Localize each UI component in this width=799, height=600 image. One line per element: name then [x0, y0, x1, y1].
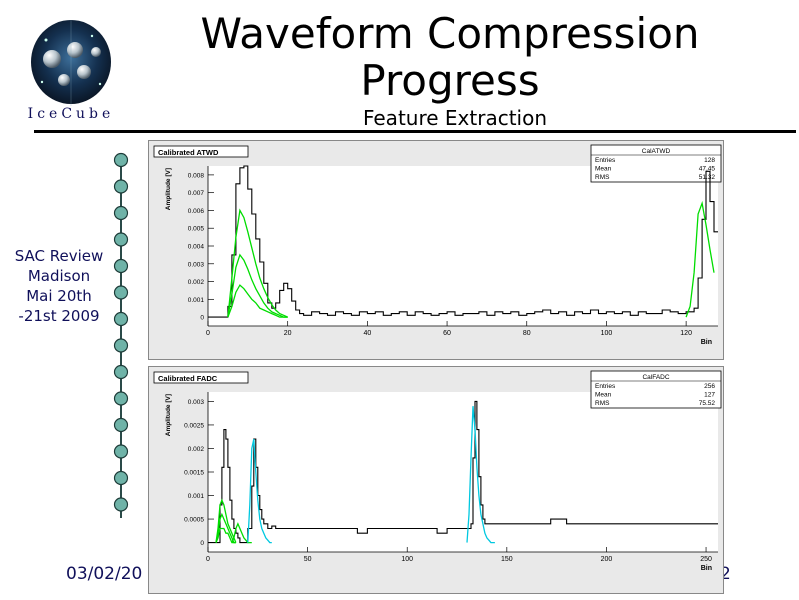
sidebar-line-2: Madison [27, 267, 91, 285]
chain-bead [113, 444, 129, 459]
chain-bead [113, 417, 129, 433]
chain-bead [113, 364, 129, 380]
stats-value: 127 [704, 392, 715, 399]
stats-key: RMS [595, 174, 610, 181]
x-tick-label: 100 [601, 330, 613, 337]
stats-title: CalATWD [642, 148, 671, 155]
y-tick-label: 0.003 [188, 399, 205, 406]
fitted-pulse-series [227, 284, 288, 318]
y-tick-label: 0 [200, 315, 204, 322]
stats-value: 256 [704, 383, 715, 390]
panel-label-box [153, 371, 249, 384]
chain-bead [113, 152, 129, 168]
y-axis-label: Amplitude [V] [165, 168, 172, 210]
stats-key: Entries [595, 157, 616, 164]
waveform-step-series [208, 400, 718, 544]
chain-bead [113, 311, 129, 327]
sidebar-line-3: Mai 20th [26, 287, 92, 305]
fitted-pulse-series [231, 522, 252, 544]
subtitle: Feature Extraction [362, 106, 548, 130]
y-axis-label: Amplitude [V] [165, 394, 172, 436]
x-tick-label: 0 [206, 556, 210, 563]
plot-area [208, 166, 718, 326]
stats-box [590, 144, 722, 183]
icecube-logo: IceCube [28, 20, 115, 122]
slide-date: 03/02/20 [66, 564, 143, 584]
x-tick-label: 20 [284, 330, 292, 337]
x-tick-label: 50 [304, 556, 312, 563]
x-axis-label: Bin [701, 339, 712, 346]
y-tick-label: 0.004 [188, 244, 205, 251]
stats-key: Mean [595, 166, 612, 173]
x-tick-label: 200 [601, 556, 613, 563]
stats-value: 128 [704, 157, 715, 164]
y-tick-label: 0.0015 [184, 470, 204, 477]
stats-title: CalFADC [642, 374, 669, 381]
fitted-pulse-series [247, 438, 272, 544]
panel-label: Calibrated ATWD [158, 148, 219, 157]
x-tick-label: 250 [700, 556, 712, 563]
stats-box [590, 370, 722, 409]
chain-bead [113, 285, 129, 300]
y-tick-label: 0.003 [188, 261, 205, 268]
sidebar-text: SAC Review Madison Mai 20th -21st 2009 [6, 246, 112, 326]
sidebar-line-4: -21st 2009 [18, 307, 100, 325]
chain-bead [113, 205, 129, 221]
bead-chain-decoration [113, 152, 129, 518]
stats-key: Entries [595, 383, 616, 390]
chain-bead [113, 497, 129, 512]
page-number: 2 [720, 564, 731, 584]
fitted-pulse-series [466, 406, 495, 544]
chain-bead [113, 470, 129, 486]
chain-bead [113, 179, 129, 194]
panel-label-box [153, 145, 249, 158]
x-tick-label: 0 [206, 330, 210, 337]
stats-value: 47.45 [699, 166, 716, 173]
x-tick-label: 60 [443, 330, 451, 337]
x-tick-label: 120 [680, 330, 692, 337]
x-tick-label: 100 [401, 556, 413, 563]
y-tick-label: 0.006 [188, 208, 205, 215]
x-axis-label: Bin [701, 565, 712, 572]
x-tick-label: 150 [501, 556, 513, 563]
y-tick-label: 0 [200, 540, 204, 547]
sidebar-line-1: SAC Review [14, 247, 104, 265]
x-tick-label: 40 [363, 330, 371, 337]
chain-bead [113, 391, 129, 406]
fitted-pulse-series [215, 498, 237, 543]
fitted-pulse-series [685, 200, 715, 318]
plot-canvas: Calibrated ATWD CalATWD Entries 128 Mean 47.4… [148, 140, 724, 594]
y-tick-label: 0.002 [188, 279, 205, 286]
stats-value: 75.52 [699, 400, 716, 407]
waveform-step-series [208, 165, 718, 318]
y-tick-label: 0.008 [188, 172, 205, 179]
plot-area [208, 392, 718, 552]
title-line-2: Progress [360, 56, 540, 105]
y-tick-label: 0.001 [188, 493, 205, 500]
stats-value: 51.32 [699, 174, 716, 181]
fitted-pulse-series [227, 253, 288, 318]
panel-label: Calibrated FADC [158, 374, 218, 383]
y-tick-label: 0.007 [188, 190, 205, 197]
logo-text: IceCube [28, 106, 115, 122]
stats-key: RMS [595, 400, 610, 407]
title-line-1: Waveform Compression [200, 9, 700, 58]
title-rule [34, 130, 796, 133]
stats-key: Mean [595, 392, 612, 399]
chain-bead [113, 232, 129, 247]
x-tick-label: 80 [523, 330, 531, 337]
y-tick-label: 0.002 [188, 446, 205, 453]
y-tick-label: 0.0025 [184, 422, 204, 429]
y-tick-label: 0.0005 [184, 517, 204, 524]
chain-bead [113, 338, 129, 353]
y-tick-label: 0.001 [188, 297, 205, 304]
y-tick-label: 0.005 [188, 226, 205, 233]
fitted-pulse-series [227, 208, 288, 318]
chain-bead [113, 258, 129, 274]
